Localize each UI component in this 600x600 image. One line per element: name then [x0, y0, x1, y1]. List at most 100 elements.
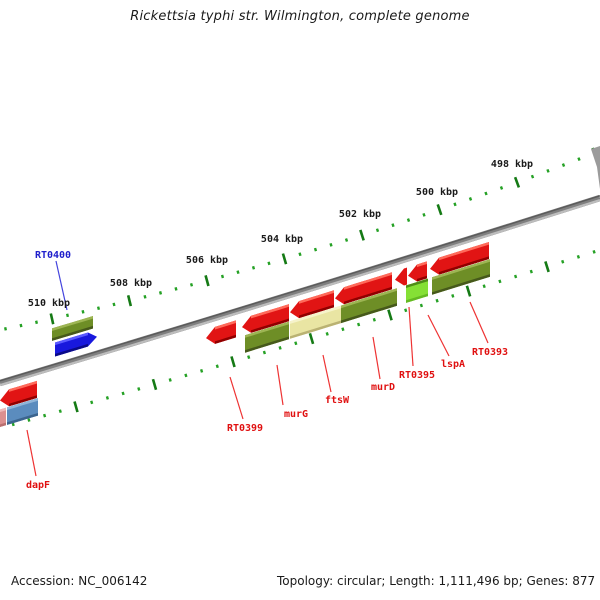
ruler-upper-tick-minor [3, 327, 8, 331]
ruler-lower-tick-minor [592, 249, 596, 254]
gene-box-partial-left-bevel-top [0, 407, 6, 413]
gene-box-ftsW-bevel-top [290, 305, 341, 324]
gene-arrow-dapF-bevel-bottom [9, 395, 37, 407]
backbone-top-edge [0, 195, 600, 382]
ruler-upper-tick-minor [220, 274, 225, 279]
gene-box-dapF [7, 398, 38, 425]
ruler-lower-tick-major [387, 309, 393, 321]
gene-label-RT0395: RT0395 [399, 370, 435, 381]
ruler-label-498-kbp: 498 kbp [491, 159, 533, 170]
gene-arrow-RT0399-bevel-top [215, 320, 236, 330]
ruler-label-506-kbp: 506 kbp [186, 255, 228, 266]
gene-label-line-ftsW [322, 354, 332, 393]
gene-box-murG [245, 321, 289, 353]
ruler-lower-tick-minor [325, 332, 329, 336]
gene-label-line-murG [276, 364, 284, 406]
gene-arrow-RT0400 [55, 332, 97, 357]
gene-arrow-lspA-bevel-top [417, 261, 427, 268]
ruler-lower-tick-major [308, 332, 315, 345]
gene-arrow-RT0393-bevel-top [439, 242, 489, 261]
ruler-lower-tick-minor [105, 396, 109, 400]
ruler-lower-tick-minor [435, 298, 439, 303]
ruler-lower-tick-minor [11, 422, 15, 427]
ruler-lower-tick-minor [294, 341, 298, 346]
ruler-lower-tick-minor [372, 317, 376, 322]
ruler-upper-tick-minor [34, 320, 39, 325]
ruler-upper-tick-minor [329, 242, 333, 247]
ruler-lower-tick-minor [168, 378, 172, 382]
ruler-lower-tick-minor [184, 373, 188, 378]
ruler-label-510-kbp: 510 kbp [28, 298, 70, 309]
ruler-upper-tick-major [126, 295, 133, 307]
gene-box-RT0400 [52, 316, 93, 341]
gene-arrow-ftsW-bevel-bottom [299, 304, 334, 319]
topology-stats-text: Topology: circular; Length: 1,111,496 bp… [277, 574, 596, 588]
ruler-lower-tick-minor [27, 418, 31, 422]
ruler-upper-tick-minor [65, 313, 70, 318]
gene-box-murG-bevel-bottom [245, 336, 289, 353]
gene-box-partial-left [0, 407, 6, 427]
gene-box-ftsW-bevel-bottom [290, 320, 341, 339]
ruler-lower-tick-major [465, 285, 472, 297]
ruler-lower-tick-minor [121, 391, 125, 396]
ruler-lower-tick-minor [451, 294, 455, 298]
ruler-lower-tick-minor [561, 259, 565, 264]
ruler-upper-tick-minor [298, 252, 302, 257]
gene-box-murG-bevel-top [245, 321, 289, 338]
gene-box-ftsW [290, 305, 341, 339]
ruler-upper-tick-minor [546, 168, 550, 173]
gene-label-line-RT0399 [229, 376, 244, 420]
ruler-upper-tick-minor [422, 213, 426, 217]
backbone-line [0, 194, 600, 387]
partial-gene-gray [591, 146, 600, 189]
gene-arrow-lspA-bevel-bottom [417, 275, 427, 282]
ruler-upper-tick-minor [96, 306, 101, 310]
ruler-upper-tick-minor [251, 265, 256, 270]
gene-arrow-RT0400-bevel-top [55, 332, 88, 346]
ruler-lower-tick-minor [200, 368, 204, 373]
gene-label-line-RT0393 [469, 301, 489, 344]
ruler-lower-tick-minor [498, 279, 502, 284]
gene-label-line-dapF [26, 429, 37, 477]
gene-arrow-RT0400-bevel-bottom [55, 343, 88, 357]
ruler-upper-tick-minor [499, 186, 504, 190]
gene-box-lspA-bevel-bottom [406, 293, 428, 303]
gene-box-partial-left-bevel-bottom [0, 422, 6, 427]
accession-text: Accession: NC_006142 [11, 574, 148, 588]
ruler-upper-tick-minor [484, 191, 488, 196]
gene-arrow-dapF-bevel-top [9, 380, 37, 392]
gene-label-ftsW: ftsW [325, 395, 350, 406]
backbone-highlight [0, 199, 600, 387]
gene-arrow-RT0393-bevel-bottom [439, 256, 489, 275]
gene-arrow-ftsW [290, 290, 334, 319]
ruler-lower-tick-minor [262, 350, 267, 355]
ruler-upper-tick-minor [406, 218, 411, 222]
gene-label-line-RT0400 [55, 260, 68, 311]
gene-arrow-murG [242, 304, 289, 333]
ruler-lower-tick-major [151, 378, 158, 391]
ruler-upper-tick-minor [267, 261, 271, 266]
ruler-label-500-kbp: 500 kbp [416, 187, 458, 198]
ruler-upper-tick-minor [577, 157, 581, 162]
ruler-lower-tick-minor [404, 308, 408, 313]
ruler-upper-tick-minor [313, 247, 318, 252]
gene-arrow-murG-bevel-top [251, 304, 289, 319]
ruler-upper-tick-minor [158, 291, 163, 295]
gene-label-RT0399: RT0399 [227, 423, 263, 434]
gene-arrow-lspA [408, 261, 427, 282]
ruler-upper-tick-minor [344, 238, 349, 242]
gene-box-murD-bevel-bottom [341, 303, 397, 324]
ruler-lower-tick-minor [341, 327, 345, 332]
ruler-label-504-kbp: 504 kbp [261, 234, 303, 245]
ruler-upper-tick-minor [174, 287, 178, 291]
ruler-upper-tick-minor [236, 270, 240, 275]
ruler-upper-tick-minor [468, 197, 473, 201]
ruler-upper-tick-minor [453, 202, 457, 207]
gene-label-line-RT0395 [408, 306, 414, 367]
gene-arrow-murD-bevel-top [344, 272, 392, 290]
ruler-lower-tick-minor [576, 254, 581, 259]
gene-arrow-RT0393 [430, 242, 489, 275]
ruler-upper-tick-minor [375, 228, 380, 233]
ruler-upper-tick-major [204, 275, 210, 287]
